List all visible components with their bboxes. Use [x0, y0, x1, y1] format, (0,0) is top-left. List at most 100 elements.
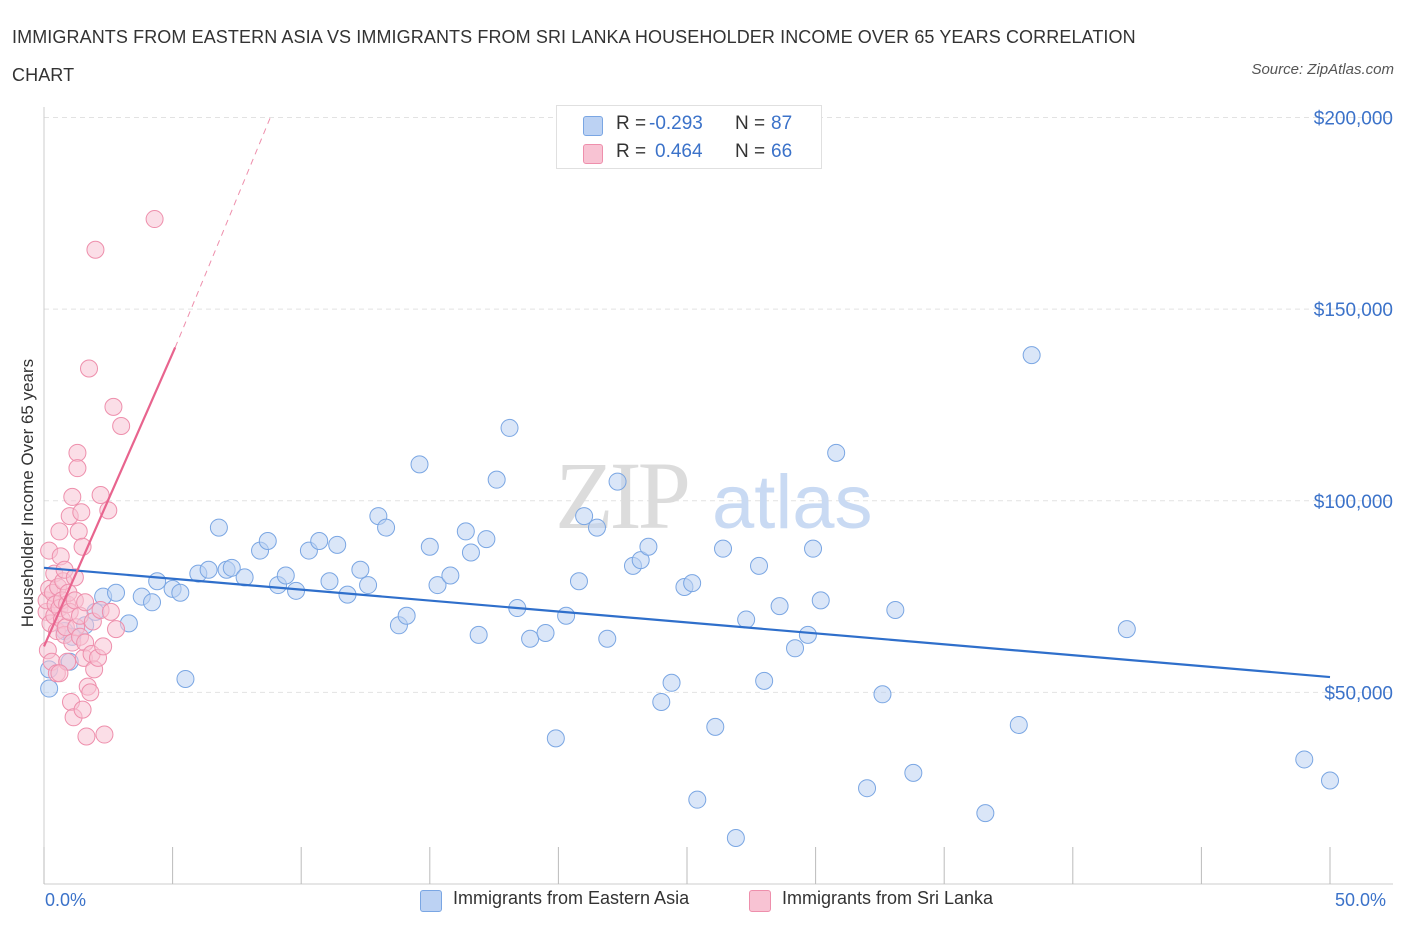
data-point — [688, 790, 707, 809]
data-point — [456, 522, 475, 541]
data-point — [569, 572, 588, 591]
y-tick-label: $50,000 — [1324, 683, 1393, 704]
data-point — [770, 597, 789, 616]
data-point — [76, 593, 95, 612]
trend-line-sri-lanka-extension — [174, 117, 271, 348]
data-point — [73, 700, 92, 719]
y-tick-label: $200,000 — [1314, 109, 1393, 130]
data-point — [575, 507, 594, 526]
data-point — [359, 576, 378, 595]
data-point — [320, 572, 339, 591]
data-point — [176, 669, 195, 688]
data-point — [86, 240, 105, 259]
data-point — [546, 729, 565, 748]
data-point — [50, 522, 69, 541]
data-point — [99, 501, 118, 520]
data-point — [107, 620, 126, 639]
data-point — [827, 443, 846, 462]
data-point — [536, 623, 555, 642]
data-point — [1321, 771, 1339, 790]
n-value-eastern-asia: 87 — [771, 113, 793, 134]
legend-swatch-blue — [420, 890, 442, 912]
y-tick-labels: $50,000 $100,000 $150,000 $200,000 — [1314, 109, 1393, 705]
data-point — [104, 397, 123, 416]
n-label: N = — [735, 141, 766, 162]
data-point — [469, 625, 488, 644]
data-point — [420, 537, 439, 556]
data-point — [798, 625, 817, 644]
data-point — [410, 455, 429, 474]
n-label: N = — [735, 113, 766, 134]
data-point — [873, 685, 892, 704]
watermark: ZIP atlas — [555, 442, 873, 549]
data-point — [755, 671, 774, 690]
data-point — [886, 600, 905, 619]
r-value-eastern-asia: -0.293 — [649, 113, 703, 134]
data-point — [351, 560, 370, 579]
data-point — [310, 531, 329, 550]
data-point — [904, 763, 923, 782]
legend-swatch-pink — [583, 144, 603, 164]
trend-line-sri-lanka — [42, 347, 177, 647]
data-point — [101, 602, 120, 621]
series-sri-lanka-points — [37, 210, 164, 746]
svg-text:ZIP: ZIP — [555, 442, 688, 549]
grid-lines — [44, 117, 1393, 693]
data-point — [1295, 750, 1314, 769]
data-point — [652, 692, 671, 711]
data-point — [441, 566, 460, 585]
data-point — [750, 556, 769, 575]
data-point — [662, 673, 681, 692]
data-point — [598, 629, 617, 648]
trend-line-eastern-asia — [43, 566, 1331, 679]
data-point — [199, 560, 218, 579]
trend-lines — [42, 117, 1331, 679]
series-eastern-asia-points — [40, 346, 1339, 848]
data-point — [148, 572, 167, 591]
data-point — [786, 639, 805, 658]
data-point — [804, 539, 823, 558]
legend-label-sri-lanka: Immigrants from Sri Lanka — [782, 888, 994, 908]
data-point — [145, 210, 164, 229]
data-point — [258, 531, 277, 550]
data-point — [1009, 715, 1028, 734]
data-point — [428, 576, 447, 595]
data-point — [726, 829, 745, 848]
data-point — [94, 637, 113, 656]
data-point — [171, 583, 190, 602]
legend-label-eastern-asia: Immigrants from Eastern Asia — [453, 888, 690, 908]
r-label: R = — [616, 113, 647, 134]
data-point — [683, 574, 702, 593]
data-point — [714, 539, 733, 558]
data-point — [276, 566, 295, 585]
data-point — [77, 727, 96, 746]
data-point — [811, 591, 830, 610]
y-tick-label: $100,000 — [1314, 492, 1393, 513]
data-point — [209, 518, 228, 537]
data-point — [1117, 620, 1136, 639]
data-point — [557, 606, 576, 625]
chart-title: IMMIGRANTS FROM EASTERN ASIA VS IMMIGRAN… — [12, 27, 1136, 85]
data-point — [40, 679, 59, 698]
data-point — [112, 417, 131, 436]
data-point — [91, 486, 110, 505]
source-note: Source: ZipAtlas.com — [1251, 61, 1394, 78]
legend-swatch-pink — [749, 890, 771, 912]
data-point — [143, 593, 162, 612]
data-point — [68, 443, 87, 462]
data-point — [95, 725, 114, 744]
y-axis-label: Householder Income Over 65 years — [18, 358, 37, 628]
data-point — [587, 518, 606, 537]
data-point — [222, 558, 241, 577]
y-tick-label: $150,000 — [1314, 300, 1393, 321]
data-point — [976, 804, 995, 823]
data-point — [69, 522, 88, 541]
axes — [43, 107, 1393, 885]
data-point — [1022, 346, 1041, 365]
data-point — [81, 683, 100, 702]
r-label: R = — [616, 141, 647, 162]
data-point — [461, 543, 480, 562]
data-point — [487, 470, 506, 489]
r-value-sri-lanka: 0.464 — [655, 141, 703, 162]
